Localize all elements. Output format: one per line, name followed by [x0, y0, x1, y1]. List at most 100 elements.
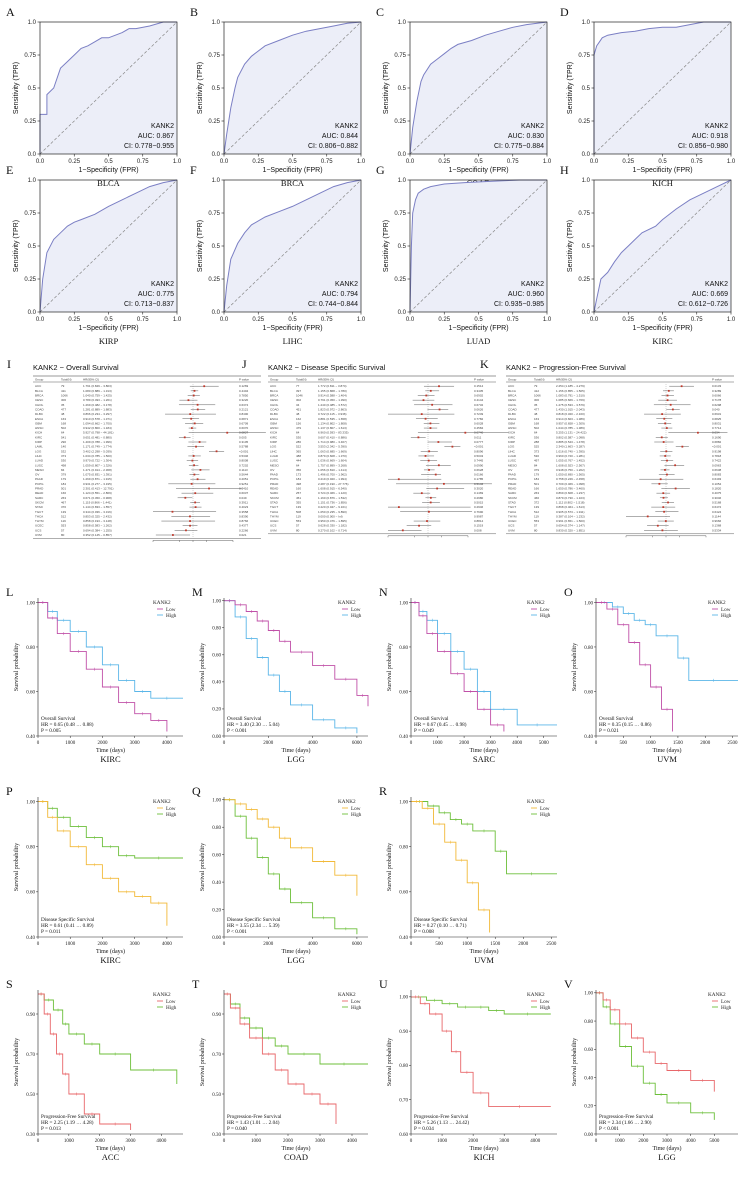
hazard-ratio: HR = 2.25 (1.19 … 4.28)	[41, 1119, 94, 1126]
row-total: 119	[61, 519, 66, 523]
y-tick-label: 0.0	[398, 152, 407, 158]
row-group: SKCM	[508, 496, 517, 500]
row-hr-ci: 3.402 (2.298 − 5.039)	[83, 449, 112, 453]
survival-type: Disease Specific Survival	[227, 916, 281, 923]
high-expression-curve	[411, 996, 551, 1015]
row-hr-ci: 1.050 (0.690 − 1.565)	[556, 473, 585, 477]
row-pvalue: 0.8400	[239, 412, 249, 416]
y-tick-label: 0.5	[28, 86, 37, 92]
y-tick-label: 0.25	[208, 277, 220, 283]
hr-point	[662, 492, 665, 495]
legend-title: KANK2	[527, 799, 545, 805]
hr-point	[192, 394, 195, 397]
panel-letter: T	[192, 977, 200, 991]
panel-letter: K	[480, 357, 489, 371]
y-tick-label: 0.5	[398, 86, 407, 92]
row-group: THCA	[35, 514, 43, 518]
y-tick-label: 0.30	[26, 1133, 35, 1138]
roc-panel-blca: A 0.00.0 0.25 0.25 0.5 0.5 0.75 0.75 1.0 1.0 1−Spe…	[6, 5, 182, 188]
x-tick-label: 0.0	[36, 317, 45, 323]
row-group: BLCA	[508, 389, 516, 393]
row-hr-ci: 1.124 (0.551 − 2.869)	[83, 491, 112, 495]
forest-row: READ 160 1.608 (0.915 − 6.540) 0.3020	[270, 487, 484, 491]
forest-row: STAD 355 1.151 (0.736 − 1.856) 0.5015	[270, 500, 484, 504]
row-total: 501	[534, 482, 539, 486]
y-axis-label: Survival probability	[14, 643, 20, 691]
row-group: PAAD	[508, 473, 517, 477]
hr-point	[215, 450, 218, 453]
row-hr-ci: 1.151 (0.736 − 1.856)	[318, 500, 347, 504]
y-tick-label: 0.75	[578, 53, 590, 59]
legend-title: KANK2	[338, 992, 356, 998]
hr-point	[203, 385, 206, 388]
row-pvalue: 0.1820	[712, 487, 722, 491]
x-tick-label: 0.0	[406, 317, 415, 323]
hr-point	[680, 385, 683, 388]
hr-point	[429, 496, 432, 499]
panel-caption: SARC	[473, 754, 496, 764]
row-total: 156	[296, 421, 301, 425]
x-tick-label: 0.25	[68, 317, 80, 323]
panel-caption: BRCA	[281, 178, 305, 188]
km-panel-s: S 0 1000 2000 3000 4000 0.30 0.50 0.70 0.90 Time (…	[6, 977, 183, 1162]
row-group: MESO	[270, 463, 280, 467]
km-panel-q: Q 0 2000 4000 6000 0.00 0.20 0.40 0.60 0.80 1.00 Ti…	[192, 784, 368, 965]
ci-value: CI: 0.856−0.980	[678, 143, 728, 150]
y-tick-label: 0.70	[212, 1053, 221, 1058]
y-tick-label: 1.00	[26, 601, 35, 606]
forest-row: ACC 79 2.254 (1.185 − 4.279) 0.0133	[508, 384, 722, 388]
legend-low-label: Low	[540, 806, 550, 812]
x-axis-label: 1−Specificity (FPR)	[632, 325, 692, 332]
row-hr-ci: 1.112 (0.802 − 1.518)	[556, 500, 585, 504]
p-value: P < 0.001	[227, 929, 247, 935]
row-hr-ci: 0.219 (0.020 − 1.994)	[318, 477, 347, 481]
row-pvalue: 0.3020	[474, 487, 484, 491]
row-hr-ci: 0.868 (0.464 − 1.613)	[556, 505, 585, 509]
y-tick-label: 0.75	[578, 211, 590, 217]
row-group: THCA	[270, 510, 278, 514]
panel-caption: KIRC	[100, 955, 121, 965]
row-group: ACC	[270, 384, 277, 388]
row-group: OV	[270, 468, 274, 472]
row-pvalue: 0.4404	[239, 389, 249, 393]
forest-row: MESO 64 1.757 (0.899 − 3.268) 0.0990	[270, 463, 484, 467]
row-total: 379	[534, 468, 539, 472]
forest-row: KIRC 530 0.607 (0.410 − 0.886) 0.011	[270, 435, 482, 439]
row-group: UCS	[508, 524, 514, 528]
row-hr-ci: 1.714 (0.980 − 3.467)	[318, 440, 347, 444]
y-axis-label: Sensitivity (TPR)	[13, 220, 20, 272]
y-tick-label: 0.5	[582, 244, 591, 250]
row-group: LUAD	[508, 454, 517, 458]
forest-plot-k: K KANK2 − Progression-Free Survival Group T…	[480, 357, 734, 538]
row-hr-ci: 0.694 (0.384 − 1.255)	[83, 528, 112, 532]
x-tick-label: 1500	[490, 942, 501, 947]
legend-title: KANK2	[153, 992, 171, 998]
hr-point	[671, 408, 674, 411]
forest-row: GBM 168 1.094 (0.662 − 1.700) 0.6709	[35, 421, 249, 425]
hr-point	[193, 473, 196, 476]
row-pvalue: 0.011	[474, 435, 482, 439]
row-group: THYM	[508, 514, 517, 518]
row-group: UVM	[270, 528, 277, 532]
x-axis-label: 1−Specificity (FPR)	[78, 167, 138, 174]
x-tick-label: 4000	[162, 942, 173, 947]
y-axis-label: Sensitivity (TPR)	[197, 220, 204, 272]
row-pvalue: 0.3911	[239, 500, 248, 504]
row-hr-ci: 0.344 (0.036 − 3.316)	[83, 510, 112, 514]
x-tick-label: 1000	[615, 1139, 626, 1144]
forest-row: ACC 77 1.772 (0.811 − 3.874) 0.1514	[270, 384, 484, 388]
row-group: ESCA	[508, 417, 516, 421]
x-axis-label: Time (days)	[282, 747, 311, 754]
row-total: 84	[61, 468, 65, 472]
x-axis-label: Time (days)	[470, 747, 499, 754]
forest-row: PCPG 184 0.931 (0.277 − 3.195) 0.9251	[35, 482, 249, 486]
y-tick-label: 0.25	[24, 277, 36, 283]
forest-row: KIRC 541 0.651 (0.481 − 0.880) 0.005	[35, 435, 247, 439]
x-tick-label: 0	[37, 942, 40, 947]
row-pvalue: 0.9251	[239, 482, 249, 486]
survival-type: Overall Survival	[599, 716, 634, 722]
column-header: P value	[239, 378, 249, 382]
y-tick-label: 0.60	[212, 654, 221, 659]
auc-value: AUC: 0.775	[138, 291, 174, 298]
row-hr-ci: 2.340 (1.663 − 3.287)	[556, 445, 585, 449]
